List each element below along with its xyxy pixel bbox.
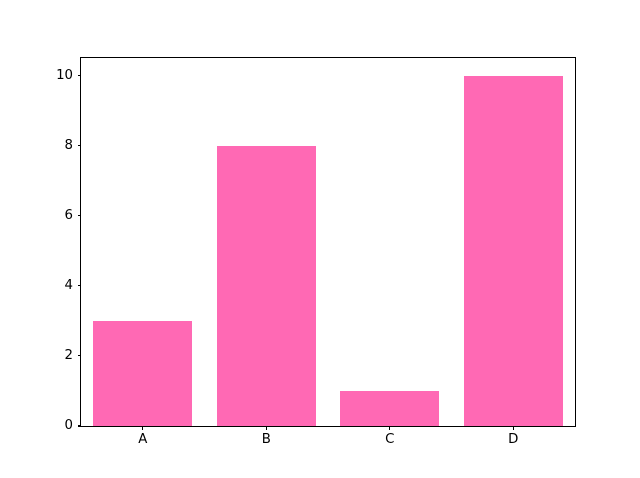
x-tick-mark (389, 426, 391, 430)
x-tick-mark (265, 426, 267, 430)
y-tick-label: 8 (64, 137, 73, 153)
y-tick-label: 2 (64, 347, 73, 363)
y-tick-mark (77, 215, 81, 217)
x-tick-label: D (508, 432, 519, 447)
y-tick-label: 0 (64, 418, 73, 433)
y-tick-mark (77, 145, 81, 147)
x-tick-mark (512, 426, 514, 430)
bar-b (216, 145, 316, 426)
bar-d (463, 75, 563, 426)
x-tick-label: B (261, 432, 271, 447)
bar-a (93, 320, 193, 426)
y-tick-label: 6 (64, 207, 73, 223)
y-tick-mark (77, 355, 81, 357)
y-tick-mark (77, 74, 81, 77)
y-tick-mark (77, 425, 81, 427)
plot-area: 0 2 4 6 8 10 A B C D (56, 57, 576, 446)
y-tick-mark (77, 285, 81, 287)
bar-c (340, 390, 440, 426)
x-tick-mark (142, 426, 144, 430)
x-tick-label: A (138, 432, 148, 447)
y-tick-label: 4 (64, 277, 73, 293)
bars-container (81, 58, 575, 426)
y-tick-label: 10 (56, 67, 73, 83)
x-tick-label: C (385, 432, 395, 447)
